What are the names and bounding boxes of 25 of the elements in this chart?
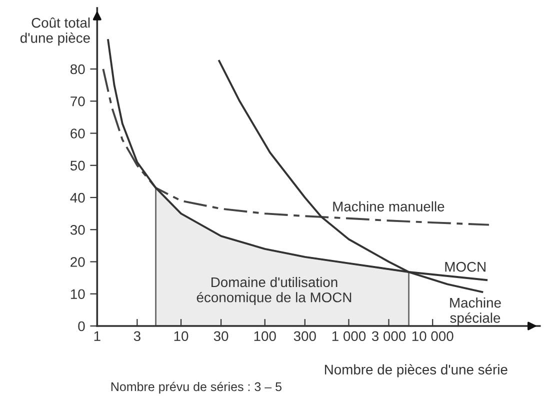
y-tick-label: 50 — [70, 160, 85, 171]
x-tick-label: 10 000 — [412, 331, 454, 342]
y-tick-label: 0 — [78, 321, 85, 332]
y-tick-label: 80 — [70, 64, 85, 74]
y-tick-label: 70 — [70, 96, 85, 106]
x-axis-title: Nombre de pièces d'une série — [325, 364, 508, 378]
text: Nombre prévu de séries : 3 – 5 — [111, 382, 282, 394]
series-label: Machine spéciale — [450, 297, 501, 326]
x-tick-label: 3 000 — [372, 331, 406, 342]
y-tick-label: 20 — [70, 257, 85, 267]
y-tick-label: 60 — [70, 128, 85, 138]
x-tick-label: 10 — [174, 331, 188, 342]
x-tick-label: 1 — [94, 331, 100, 341]
x-tick-label: 30 — [214, 331, 228, 342]
x-tick-label: 300 — [294, 331, 316, 342]
x-tick-label: 100 — [254, 331, 276, 342]
y-tick-label: 10 — [70, 289, 85, 300]
series-label: Machine manuelle — [333, 201, 444, 212]
y-axis-title: Coût total d'une pièce — [20, 17, 90, 46]
annotation: Domaine d'utilisation économique de la MOCN — [196, 276, 352, 306]
x-tick-label: 3 — [134, 331, 140, 342]
y-tick-label: 40 — [70, 192, 85, 203]
x-tick-label: 1 000 — [332, 331, 366, 342]
y-tick-label: 30 — [70, 224, 85, 235]
series-label: MOCN — [445, 262, 486, 272]
